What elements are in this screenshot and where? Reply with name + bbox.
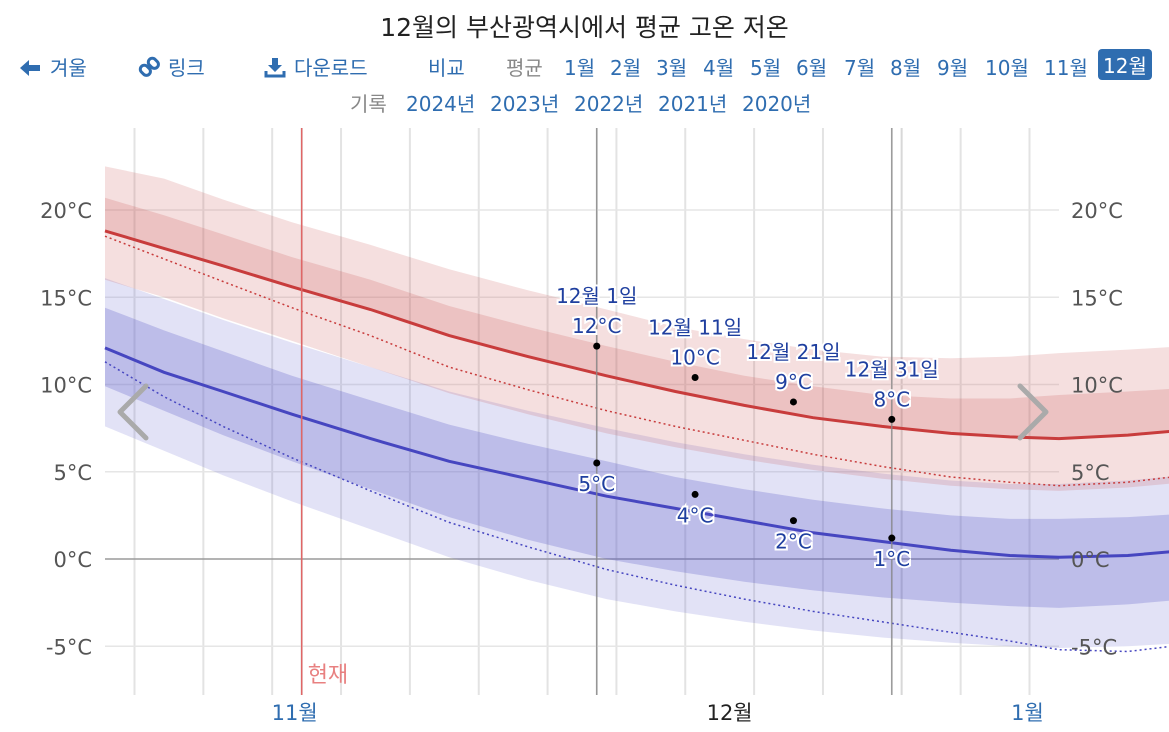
high-outer-band — [105, 166, 1169, 491]
y-tick-label-left: 20°C — [40, 199, 92, 223]
link-label: 링크 — [168, 56, 205, 80]
record-label: 기록 — [350, 92, 387, 116]
annotation-high-label: 12°C — [572, 314, 621, 338]
y-tick-label-left: 15°C — [40, 286, 92, 310]
y-tick-label-right: 10°C — [1071, 374, 1123, 398]
high-record-dotted-line — [104, 235, 1169, 487]
back-label: 겨울 — [50, 56, 87, 80]
month-9-link[interactable]: 9월 — [937, 56, 969, 80]
high-point-marker — [789, 398, 797, 406]
low-point-marker — [888, 534, 896, 542]
low-outer-band — [105, 278, 1169, 648]
compare-link[interactable]: 비교 — [428, 56, 465, 80]
annotation-low-label: 2°C — [775, 530, 812, 554]
link-button[interactable]: 링크 — [138, 52, 205, 81]
low-inner-band — [105, 307, 1169, 608]
high-series-line — [104, 229, 1169, 441]
month-11-link[interactable]: 11월 — [1044, 56, 1088, 80]
month-8-link[interactable]: 8월 — [890, 56, 922, 80]
annotation-date-label: 12월 21일 — [746, 340, 840, 364]
month-7-link[interactable]: 7월 — [844, 56, 876, 80]
year-2024-link[interactable]: 2024년 — [406, 92, 476, 116]
month-4-link[interactable]: 4월 — [703, 56, 735, 80]
high-point-marker — [888, 415, 896, 423]
annotation-high-label: 10°C — [670, 346, 719, 370]
back-button[interactable]: 겨울 — [18, 52, 87, 81]
x-tick-label: 12월 — [707, 701, 753, 725]
annotation-date-label: 12월 11일 — [648, 316, 742, 340]
high-inner-band — [105, 197, 1169, 439]
year-2020-link[interactable]: 2020년 — [742, 92, 812, 116]
annotation-high-label: 9°C — [775, 370, 812, 394]
average-label: 평균 — [506, 56, 543, 80]
annotation-low-label: 1°C — [873, 547, 910, 571]
month-12-link-active[interactable]: 12월 — [1098, 49, 1152, 80]
y-tick-label-right: 5°C — [1071, 461, 1110, 485]
chevron-right-icon[interactable] — [1017, 383, 1049, 441]
x-tick-label: 1월 — [1011, 701, 1044, 725]
low-point-marker — [691, 490, 699, 498]
now-label: 현재 — [308, 663, 348, 688]
y-tick-label-left: 5°C — [53, 461, 92, 485]
annotation-high-label: 8°C — [873, 387, 910, 411]
month-3-link[interactable]: 3월 — [656, 56, 688, 80]
chain-link-icon — [138, 56, 160, 77]
chevron-left-icon[interactable] — [117, 383, 149, 441]
low-record-dotted-line — [104, 361, 1169, 653]
month-1-link[interactable]: 1월 — [564, 56, 596, 80]
month-5-link[interactable]: 5월 — [750, 56, 782, 80]
x-tick-label: 11월 — [272, 701, 318, 725]
y-tick-label-left: -5°C — [46, 635, 92, 659]
y-tick-label-left: 10°C — [40, 374, 92, 398]
download-label: 다운로드 — [294, 56, 368, 80]
y-tick-label-right: -5°C — [1071, 635, 1117, 659]
year-2021-link[interactable]: 2021년 — [658, 92, 728, 116]
high-point-marker — [691, 374, 699, 382]
y-tick-label-right: 15°C — [1071, 286, 1123, 310]
annotation-low-label: 4°C — [677, 503, 714, 527]
arrow-left-icon — [20, 60, 40, 76]
year-2023-link[interactable]: 2023년 — [490, 92, 560, 116]
download-icon — [264, 58, 286, 78]
annotation-date-label: 12월 1일 — [556, 284, 637, 308]
month-2-link[interactable]: 2월 — [610, 56, 642, 80]
low-point-marker — [593, 459, 601, 467]
month-6-link[interactable]: 6월 — [796, 56, 828, 80]
high-point-marker — [593, 342, 601, 350]
year-2022-link[interactable]: 2022년 — [574, 92, 644, 116]
month-10-link[interactable]: 10월 — [985, 56, 1029, 80]
y-tick-label-left: 0°C — [53, 548, 92, 572]
toolbar: 겨울 링크 다운로드 비교 평균 1월 2월 3월 4월 5월 6월 7월 8월… — [0, 49, 1169, 82]
low-point-marker — [789, 517, 797, 525]
records-row: 기록 2024년 2023년 2022년 2021년 2020년 — [0, 86, 1169, 118]
y-tick-label-right: 20°C — [1071, 199, 1123, 223]
annotation-low-label: 5°C — [578, 472, 615, 496]
download-button[interactable]: 다운로드 — [264, 52, 368, 81]
page-title: 12월의 부산광역시에서 평균 고온 저온 — [380, 13, 789, 42]
annotation-date-label: 12월 31일 — [845, 357, 939, 381]
low-series-line — [104, 346, 1169, 559]
y-tick-label-right: 0°C — [1071, 548, 1110, 572]
